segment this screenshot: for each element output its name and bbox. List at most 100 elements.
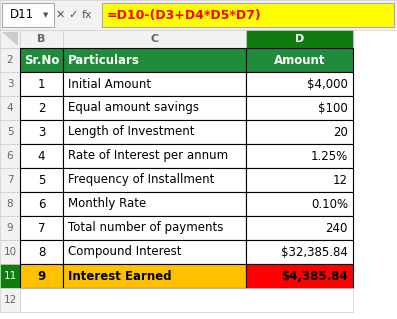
Bar [20, 48, 63, 72]
Text: 2: 2 [7, 55, 13, 65]
Bar [63, 96, 246, 120]
Bar [63, 30, 246, 48]
Bar [102, 3, 394, 27]
Bar [20, 264, 63, 288]
Text: 6: 6 [7, 151, 13, 161]
Text: Equal amount savings: Equal amount savings [68, 101, 199, 115]
Text: 1.25%: 1.25% [311, 150, 348, 162]
Text: 2: 2 [38, 101, 45, 115]
Bar [0, 96, 20, 120]
Bar [0, 264, 20, 288]
Bar [63, 240, 246, 264]
Text: B: B [37, 34, 46, 44]
Text: 0.10%: 0.10% [311, 197, 348, 211]
Bar [246, 216, 353, 240]
Bar [0, 72, 20, 96]
Bar [246, 120, 353, 144]
Bar [20, 72, 63, 96]
Bar [246, 168, 353, 192]
Bar [246, 72, 353, 96]
Text: 9: 9 [37, 270, 46, 283]
Text: $100: $100 [318, 101, 348, 115]
Text: =D10-(D3+D4*D5*D7): =D10-(D3+D4*D5*D7) [107, 9, 262, 21]
Text: ✕: ✕ [55, 10, 65, 20]
Bar [20, 96, 63, 120]
Bar [0, 120, 20, 144]
Bar [0, 192, 20, 216]
Text: C: C [150, 34, 158, 44]
Text: Total number of payments: Total number of payments [68, 221, 224, 234]
Bar [63, 264, 246, 288]
Text: D11: D11 [10, 9, 34, 21]
Bar [20, 240, 63, 264]
Text: Sr.No: Sr.No [24, 54, 59, 66]
Bar [0, 288, 20, 312]
Text: 3: 3 [7, 79, 13, 89]
Text: $4,385.84: $4,385.84 [281, 270, 348, 283]
Bar [246, 192, 353, 216]
Bar [20, 288, 353, 312]
Text: 4: 4 [38, 150, 45, 162]
Bar [20, 168, 63, 192]
Text: fx: fx [82, 10, 93, 20]
Bar [63, 72, 246, 96]
Text: 12: 12 [4, 295, 17, 305]
Bar [20, 192, 63, 216]
Text: ▼: ▼ [43, 12, 49, 18]
Bar [63, 192, 246, 216]
Polygon shape [2, 32, 18, 46]
Bar [0, 0, 397, 30]
Bar [246, 96, 353, 120]
Text: 240: 240 [326, 221, 348, 234]
Text: 3: 3 [38, 125, 45, 138]
Bar [63, 168, 246, 192]
Text: Frequency of Installment: Frequency of Installment [68, 174, 214, 187]
Text: 9: 9 [7, 223, 13, 233]
Bar [63, 120, 246, 144]
Text: Monthly Rate: Monthly Rate [68, 197, 146, 211]
Bar [20, 120, 63, 144]
Text: 11: 11 [4, 271, 17, 281]
Bar [63, 48, 246, 72]
Bar [0, 168, 20, 192]
Bar [0, 30, 20, 48]
Bar [20, 144, 63, 168]
Bar [63, 144, 246, 168]
Text: 5: 5 [7, 127, 13, 137]
Bar [2, 3, 54, 27]
Text: Amount: Amount [274, 54, 325, 66]
Bar [20, 30, 63, 48]
Text: Initial Amount: Initial Amount [68, 78, 151, 91]
Text: 7: 7 [38, 221, 45, 234]
Bar [246, 240, 353, 264]
Bar [246, 264, 353, 288]
Text: 10: 10 [4, 247, 17, 257]
Text: 7: 7 [7, 175, 13, 185]
Bar [63, 216, 246, 240]
Text: 4: 4 [7, 103, 13, 113]
Bar [0, 240, 20, 264]
Bar [0, 48, 20, 72]
Text: $4,000: $4,000 [307, 78, 348, 91]
Text: 20: 20 [333, 125, 348, 138]
Text: $32,385.84: $32,385.84 [281, 246, 348, 258]
Text: Length of Investment: Length of Investment [68, 125, 195, 138]
Text: Particulars: Particulars [68, 54, 140, 66]
Bar [0, 216, 20, 240]
Bar [246, 144, 353, 168]
Text: 5: 5 [38, 174, 45, 187]
Text: Rate of Interest per annum: Rate of Interest per annum [68, 150, 228, 162]
Bar [246, 30, 353, 48]
Text: ✓: ✓ [68, 10, 78, 20]
Text: 6: 6 [38, 197, 45, 211]
Bar [0, 144, 20, 168]
Text: D: D [295, 34, 304, 44]
Text: Compound Interest: Compound Interest [68, 246, 181, 258]
Text: 8: 8 [38, 246, 45, 258]
Text: Interest Earned: Interest Earned [68, 270, 172, 283]
Text: 12: 12 [333, 174, 348, 187]
Text: 1: 1 [38, 78, 45, 91]
Bar [20, 216, 63, 240]
Bar [246, 48, 353, 72]
Text: 8: 8 [7, 199, 13, 209]
